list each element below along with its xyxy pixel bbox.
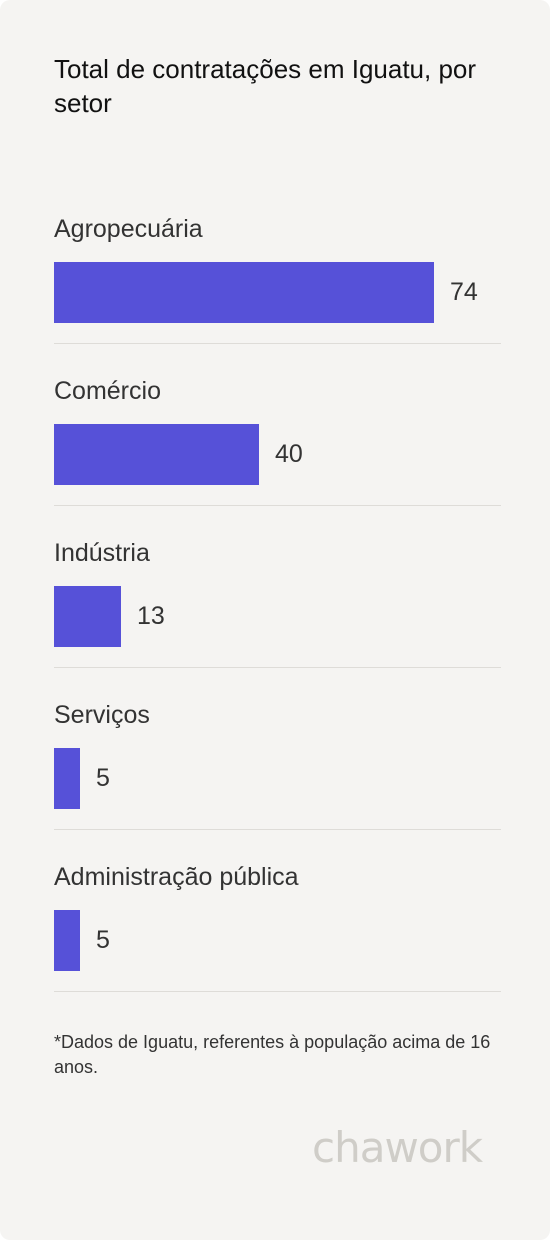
chart-row: Indústria 13 xyxy=(54,506,501,668)
value-label: 5 xyxy=(96,764,110,792)
value-label: 5 xyxy=(96,926,110,954)
category-label: Comércio xyxy=(54,377,161,405)
chart-row: Agropecuária 74 xyxy=(54,182,501,344)
category-label: Agropecuária xyxy=(54,215,203,243)
value-label: 13 xyxy=(137,602,165,630)
chart-title: Total de contratações em Iguatu, por set… xyxy=(54,54,477,118)
footnote: *Dados de Iguatu, referentes à população… xyxy=(54,1032,491,1077)
chart-row: Serviços 5 xyxy=(54,668,501,830)
bar xyxy=(54,262,434,323)
value-label: 40 xyxy=(275,440,303,468)
chawork-logo: chawork xyxy=(312,1123,485,1172)
category-label: Indústria xyxy=(54,539,150,567)
category-label: Serviços xyxy=(54,701,150,729)
category-label: Administração pública xyxy=(54,863,299,891)
logo-text: chawork xyxy=(312,1123,484,1172)
bar xyxy=(54,424,259,485)
value-label: 74 xyxy=(450,278,478,306)
chart-row: Comércio 40 xyxy=(54,344,501,506)
bar xyxy=(54,910,80,971)
bar xyxy=(54,748,80,809)
bar-chart: Agropecuária 74 Comércio 40 Indústria 13 Servi… xyxy=(54,182,501,992)
bar xyxy=(54,586,121,647)
chart-row: Administração pública 5 xyxy=(54,830,501,992)
